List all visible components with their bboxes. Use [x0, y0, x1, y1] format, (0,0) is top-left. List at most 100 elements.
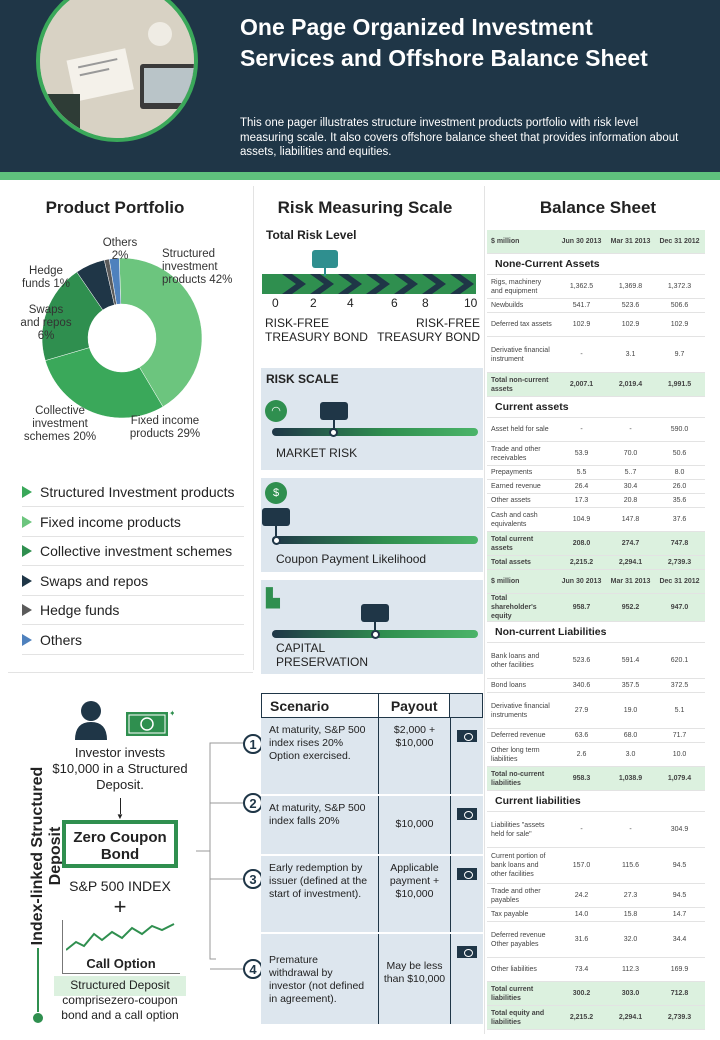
row-value: 50.6 — [672, 450, 687, 457]
risk-scale-title: Risk Measuring Scale — [277, 198, 453, 217]
divider — [8, 672, 253, 673]
marker-stem — [332, 420, 335, 428]
row-value: 2,215.2 — [569, 559, 594, 566]
donut-slice-structured-investment-products — [118, 257, 203, 408]
marker-dot — [271, 535, 281, 545]
row-value: 523.6 — [621, 302, 640, 309]
scenario-row: At maturity, S&P 500 index rises 20% Opt… — [261, 718, 483, 796]
row-value: - — [629, 826, 632, 833]
scenario-number: 1 — [243, 734, 263, 754]
cash-icon — [457, 808, 477, 820]
scenario-number: 4 — [243, 959, 263, 979]
coupon-marker — [262, 508, 291, 526]
row-value: Dec 31 2012 — [659, 578, 700, 585]
market-risk-marker — [319, 402, 348, 420]
risk-tick-label: 2 — [310, 296, 317, 310]
row-label: Deferred revenue — [491, 732, 546, 739]
marker-dot — [370, 629, 380, 639]
page-subtitle: This one pager illustrates structure inv… — [240, 117, 679, 158]
balance-row: Asset held for sale - - 590.0 — [487, 418, 705, 442]
legend-divider — [22, 506, 244, 507]
row-value: 590.0 — [670, 426, 689, 433]
marker-stem — [374, 622, 376, 630]
row-value: 2,007.1 — [569, 381, 594, 388]
scenario-header: Scenario — [262, 694, 380, 717]
row-value: 1,991.5 — [667, 381, 692, 388]
risk-arrow-strip — [262, 274, 476, 294]
row-value: 208.0 — [572, 540, 591, 547]
label-others: Others 2% — [102, 237, 138, 262]
balance-row: Earned revenue 26.4 30.4 26.0 — [487, 480, 705, 494]
row-label: Liabilities "assets held for sale" — [491, 821, 545, 838]
row-label: Derivative financial instruments — [491, 702, 550, 719]
arrow-head-icon: ▼ — [116, 812, 124, 821]
row-value: 26.0 — [672, 483, 687, 490]
row-value: 303.0 — [621, 990, 640, 997]
call-option-label: Call Option — [86, 956, 156, 971]
row-value: 24.2 — [574, 892, 589, 899]
row-value: 20.8 — [623, 497, 638, 504]
row-label: Other liabilities — [491, 966, 537, 973]
desk-photo-illustration — [40, 0, 194, 138]
payout-text: Applicable payment + $10,000 — [379, 856, 451, 932]
product-portfolio-title: Product Portfolio — [45, 198, 185, 217]
scenario-row: At maturity, S&P 500 index falls 20% $10… — [261, 796, 483, 856]
scenario-text: Early redemption by issuer (defined at t… — [261, 856, 379, 932]
row-label: Deferred revenue Other payables — [491, 931, 546, 948]
balance-section-title: Current assets — [487, 397, 705, 418]
cash-icon-cell — [451, 718, 483, 794]
row-value: 112.3 — [622, 966, 639, 973]
triangle-bullet-icon — [22, 574, 32, 587]
row-value: 1,038.9 — [618, 775, 643, 782]
row-value: 5.5 — [576, 469, 587, 476]
payout-header: Payout — [379, 694, 451, 717]
row-value: 2.6 — [576, 751, 587, 758]
balance-row: Other assets 17.3 20.8 35.6 — [487, 494, 705, 508]
legend-label: Structured Investment products — [40, 484, 235, 500]
balance-row: Newbuilds 541.7 523.6 506.6 — [487, 299, 705, 313]
bar-chart-icon: ▙ — [266, 588, 280, 608]
row-value: 147.8 — [621, 516, 640, 523]
capital-label: CAPITAL PRESERVATION — [276, 641, 369, 669]
row-label: Trade and other receivables — [491, 445, 541, 462]
row-value: 620.1 — [670, 657, 689, 664]
row-label: Earned revenue — [491, 483, 541, 490]
balance-row: Total shareholder's equity 958.7 952.2 947.… — [487, 594, 705, 622]
scenario-text: At maturity, S&P 500 index rises 20% Opt… — [261, 718, 379, 794]
payout-text: $2,000 + $10,000 — [379, 718, 451, 794]
row-value: Jun 30 2013 — [561, 578, 602, 585]
balance-row: Cash and cash equivalents 104.9 147.8 37.6 — [487, 508, 705, 532]
legend-label: Fixed income products — [40, 513, 181, 530]
ild-vertical-title: Index-linked Structured Deposit — [29, 766, 64, 946]
row-label: Rigs, machinery and equipment — [491, 278, 542, 295]
row-value: 94.5 — [672, 862, 687, 869]
total-risk-marker — [312, 250, 338, 268]
risk-tick-label: 10 — [464, 296, 478, 310]
row-value: 304.9 — [670, 826, 689, 833]
row-value: 541.7 — [572, 302, 591, 309]
row-label: Tax payable — [491, 911, 529, 918]
balance-row: Deferred tax assets 102.9 102.9 102.9 — [487, 313, 705, 337]
page-title: One Page Organized Investment Services a… — [240, 14, 648, 71]
row-value: 340.6 — [572, 682, 591, 689]
scenario-row: Premature withdrawal by investor (not de… — [261, 934, 483, 1026]
scenario-row: Early redemption by issuer (defined at t… — [261, 856, 483, 934]
row-label: Cash and cash equivalents — [491, 511, 538, 528]
cash-icon — [457, 946, 477, 958]
left-caption: RISK-FREE TREASURY BOND — [265, 316, 368, 344]
legend-item: Others — [22, 632, 82, 648]
row-value: 958.3 — [572, 775, 591, 782]
row-label: Newbuilds — [491, 302, 524, 309]
row-value: 1,369.8 — [618, 283, 643, 290]
row-value: 70.0 — [623, 450, 638, 457]
donut-slice-others — [108, 257, 122, 305]
balance-row: Bond loans 340.6 357.5 372.5 — [487, 679, 705, 693]
donut-slice-fixed-income-products — [44, 347, 164, 419]
balance-row: Other long term liabilities 2.6 3.0 10.0 — [487, 743, 705, 767]
portfolio-donut-chart — [41, 257, 203, 419]
row-value: 8.0 — [674, 469, 685, 476]
balance-row: Bank loans and other facilities 523.6 591.… — [487, 643, 705, 679]
cash-icon — [457, 730, 477, 742]
payout-text: May be less than $10,000 — [379, 934, 451, 1024]
ild-footer-text: Structured Deposit comprisezero-coupon b… — [61, 978, 179, 1022]
